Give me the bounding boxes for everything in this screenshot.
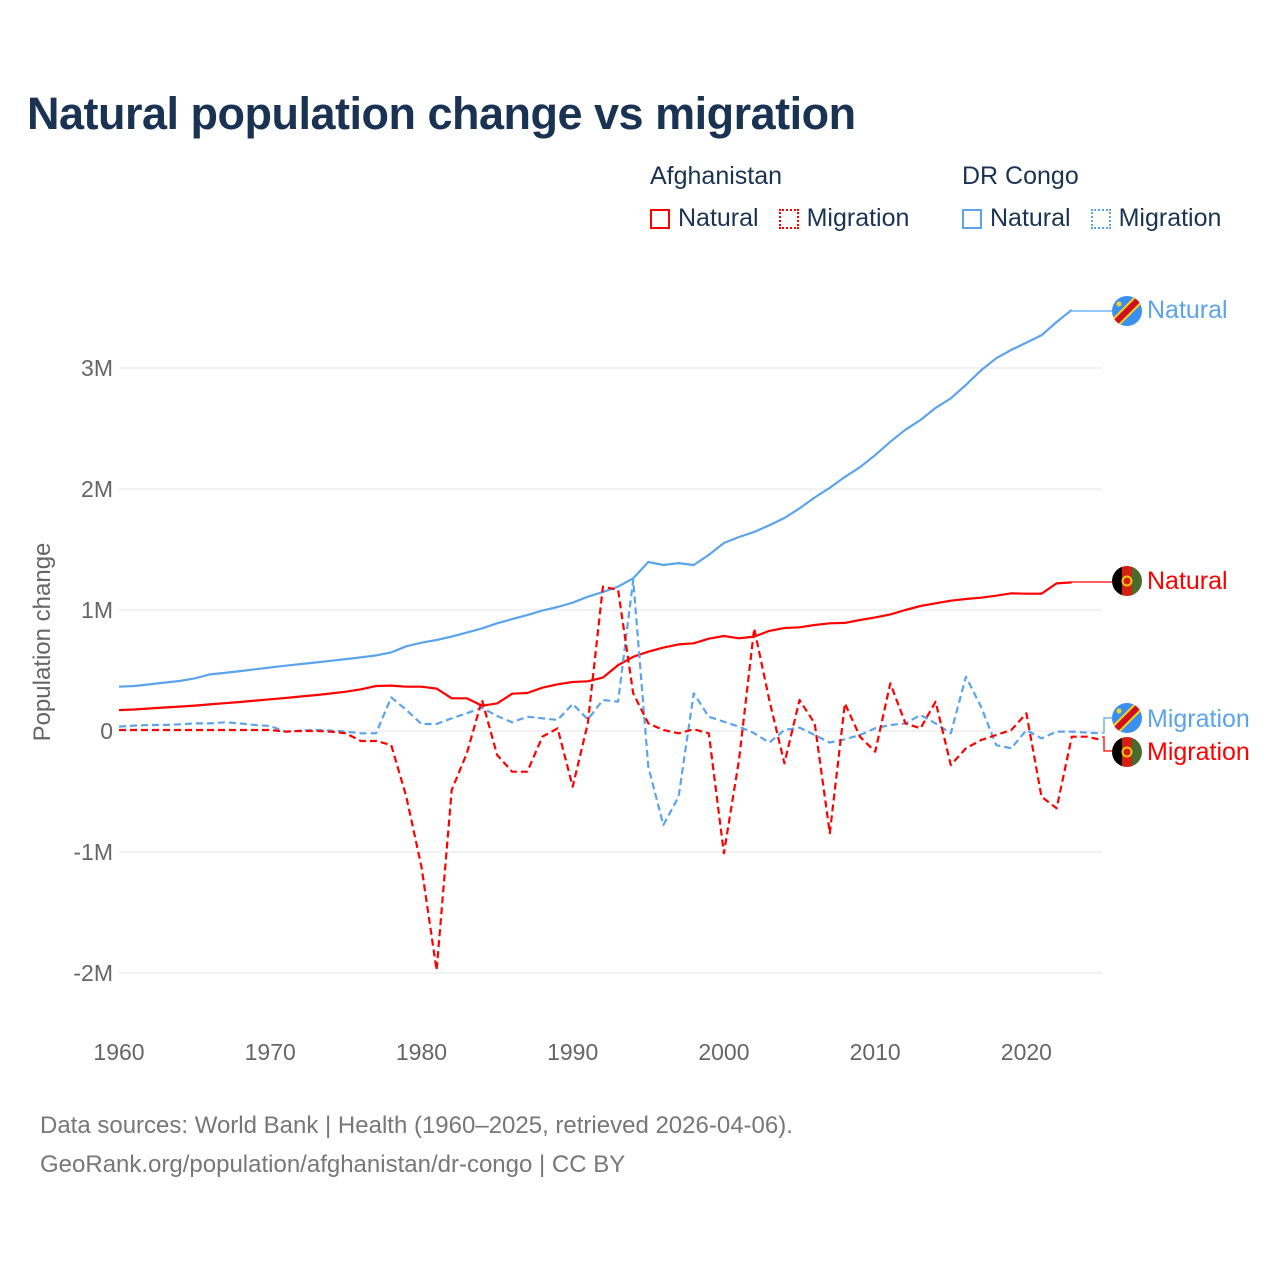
dotted-swatch-icon bbox=[778, 208, 799, 229]
legend-dr-congo: DR Congo Natural Migration bbox=[962, 162, 1241, 233]
end-label-afg-migration: Migration bbox=[1147, 738, 1250, 766]
series-line-dr-congo-natural[interactable] bbox=[118, 309, 1073, 688]
legend-label: Migration bbox=[806, 204, 910, 232]
legend-label: Natural bbox=[990, 204, 1071, 232]
x-tick-label: 1970 bbox=[245, 1039, 296, 1065]
x-tick-label: 1990 bbox=[547, 1039, 598, 1065]
legend-item-afg-natural[interactable]: Natural bbox=[650, 204, 759, 233]
dr-congo-flag-icon bbox=[1112, 703, 1142, 733]
x-tick-label: 1980 bbox=[396, 1039, 447, 1065]
series-line-dr-congo-migration[interactable] bbox=[118, 578, 1103, 827]
series-line-afghanistan-natural[interactable] bbox=[118, 581, 1072, 712]
connector-drc-migration bbox=[1102, 717, 1112, 734]
y-tick-label: 1M bbox=[81, 597, 113, 623]
x-tick-label: 2020 bbox=[1001, 1039, 1052, 1065]
legend-label: Migration bbox=[1118, 204, 1222, 232]
chart-title: Natural population change vs migration bbox=[27, 88, 856, 139]
x-axis-ticks: 1960 1970 1980 1990 2000 2010 2020 bbox=[93, 1039, 1052, 1065]
x-tick-label: 1960 bbox=[93, 1039, 144, 1065]
dotted-swatch-icon bbox=[1090, 208, 1111, 229]
x-tick-label: 2010 bbox=[850, 1039, 901, 1065]
end-label-afg-natural: Natural bbox=[1147, 567, 1228, 595]
y-axis-label: Population change bbox=[29, 543, 56, 742]
y-tick-label: 3M bbox=[81, 355, 113, 381]
solid-swatch-icon bbox=[962, 208, 982, 229]
x-tick-label: 2000 bbox=[698, 1039, 749, 1065]
connector-afg-migration bbox=[1102, 736, 1112, 752]
legend-afghanistan: Afghanistan Natural Migration bbox=[650, 162, 929, 233]
afghanistan-flag-icon bbox=[1112, 737, 1142, 767]
source-link[interactable]: GeoRank.org/population/afghanistan/dr-co… bbox=[40, 1151, 626, 1178]
y-tick-label: 2M bbox=[81, 476, 113, 502]
source-line: Data sources: World Bank | Health (1960–… bbox=[40, 1112, 793, 1139]
y-tick-label: -2M bbox=[73, 960, 113, 986]
end-label-drc-migration: Migration bbox=[1147, 705, 1250, 733]
series-lines bbox=[118, 309, 1103, 972]
legend-label: Natural bbox=[678, 204, 759, 232]
source-note: Data sources: World Bank | Health (1960–… bbox=[40, 1106, 793, 1184]
y-axis-ticks: -2M -1M 0 1M 2M 3M bbox=[73, 355, 113, 986]
legend-item-afg-migration[interactable]: Migration bbox=[778, 204, 910, 233]
legend-country: DR Congo bbox=[962, 162, 1079, 190]
solid-swatch-icon bbox=[650, 208, 670, 229]
legend-country: Afghanistan bbox=[650, 162, 783, 190]
y-tick-label: 0 bbox=[100, 718, 113, 744]
series-line-afghanistan-migration[interactable] bbox=[119, 585, 1103, 972]
dr-congo-flag-icon bbox=[1112, 296, 1142, 326]
afghanistan-flag-icon bbox=[1112, 566, 1142, 596]
legend-item-drc-natural[interactable]: Natural bbox=[962, 204, 1071, 233]
y-tick-label: -1M bbox=[73, 839, 113, 865]
end-label-drc-natural: Natural bbox=[1147, 296, 1228, 324]
legend-item-drc-migration[interactable]: Migration bbox=[1090, 204, 1222, 233]
